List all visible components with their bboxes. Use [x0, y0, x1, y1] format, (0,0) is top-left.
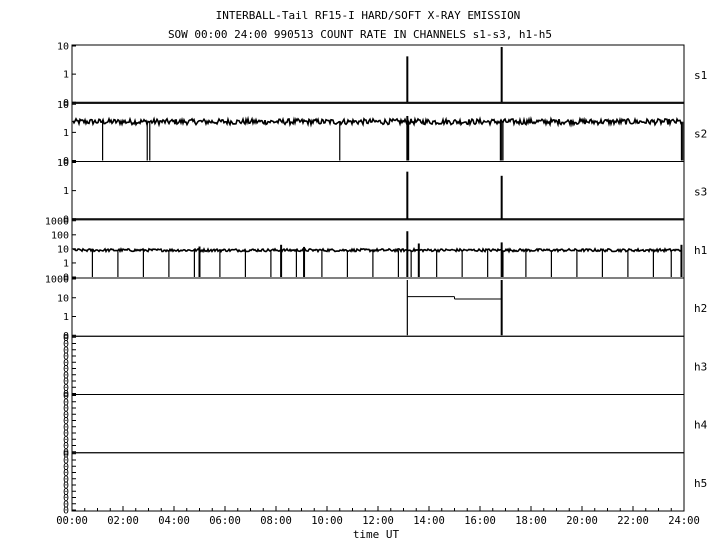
y-tick-label: 0 [63, 493, 69, 504]
x-axis-label: time UT [353, 528, 400, 541]
y-tick-label: 0 [63, 416, 69, 427]
y-tick-label: 0 [63, 98, 69, 109]
panel-h2: 0 1 10 1000 h2 [45, 275, 707, 342]
panels-group: 0 1 10 s1 0 1 10 s2 0 1 10 s3 0 1 10 100 1000 h1 0 1 10 1000 h… [45, 42, 708, 517]
y-tick-label: 10 [57, 158, 69, 169]
y-tick-label: 1 [63, 186, 69, 197]
panel-label: h4 [694, 419, 708, 432]
panel-label: h5 [694, 477, 707, 490]
x-axis: 00:00 02:00 04:00 06:00 08:00 10:00 12:00 14:00… [56, 506, 700, 527]
y-tick-label: 1000 [45, 216, 69, 227]
y-tick-label: 0 [63, 358, 69, 369]
panel-s1: 0 1 10 s1 [57, 42, 707, 109]
y-tick-label: 100 [51, 230, 69, 241]
y-tick-label: 0 [63, 435, 69, 446]
y-tick-label: 1 [63, 70, 69, 81]
y-tick-label: 10 [57, 100, 69, 111]
panel-label: s1 [694, 69, 707, 82]
panel-frame [71, 335, 685, 395]
y-tick-label: 0 [63, 370, 69, 381]
y-tick-label: 0 [63, 449, 69, 460]
chart-subtitle: SOW 00:00 24:00 990513 COUNT RATE IN CHA… [168, 28, 552, 41]
x-tick-label: 02:00 [107, 515, 139, 527]
panel-frame [71, 277, 685, 337]
y-tick-label: 0 [63, 339, 69, 350]
series-line [72, 247, 683, 254]
panel-h1: 0 1 10 100 1000 h1 [45, 216, 707, 283]
panel-label: h1 [694, 244, 707, 257]
y-tick-label: 0 [63, 456, 69, 467]
y-tick-label: 0 [63, 352, 69, 363]
y-tick-label: 0 [63, 389, 69, 400]
y-tick-label: 1 [63, 128, 69, 139]
x-tick-label: 20:00 [566, 515, 598, 527]
y-tick-label: 10 [57, 293, 69, 304]
x-tick-label: 16:00 [464, 515, 496, 527]
panel-label: h3 [694, 360, 707, 373]
panel-frame [71, 452, 685, 512]
y-tick-label: 0 [63, 214, 69, 225]
panel-label: h2 [694, 302, 707, 315]
panel-frame [71, 161, 685, 221]
panel-frame [71, 394, 685, 454]
y-tick-label: 0 [63, 333, 69, 344]
panel-s3: 0 1 10 s3 [57, 158, 707, 225]
x-tick-label: 00:00 [56, 515, 88, 527]
chart-title: INTERBALL-Tail RF15-I HARD/SOFT X-RAY EM… [216, 9, 521, 22]
y-tick-label: 0 [63, 397, 69, 408]
y-tick-label: 0 [63, 331, 69, 342]
y-tick-label: 0 [63, 377, 69, 388]
panel-frame [71, 219, 685, 279]
x-tick-label: 06:00 [209, 515, 241, 527]
y-tick-label: 0 [63, 474, 69, 485]
y-tick-label: 0 [63, 462, 69, 473]
panel-frame [71, 44, 685, 104]
panel-frame [71, 102, 685, 162]
x-tick-label: 22:00 [617, 515, 649, 527]
y-tick-label: 0 [63, 156, 69, 167]
x-tick-label: 08:00 [260, 515, 292, 527]
y-tick-label: 0 [63, 273, 69, 284]
x-tick-label: 24:00 [668, 515, 700, 527]
y-tick-label: 0 [63, 487, 69, 498]
x-tick-label: 04:00 [158, 515, 190, 527]
y-tick-label: 0 [63, 404, 69, 415]
panel-s2: 0 1 10 s2 [57, 100, 707, 167]
y-tick-label: 1000 [45, 275, 69, 286]
y-tick-label: 0 [63, 506, 69, 517]
y-tick-label: 0 [63, 383, 69, 394]
y-tick-label: 0 [63, 422, 69, 433]
series-line [72, 115, 683, 128]
y-tick-label: 0 [63, 447, 69, 458]
y-tick-label: 0 [63, 364, 69, 375]
y-tick-label: 0 [63, 499, 69, 510]
y-tick-label: 10 [57, 244, 69, 255]
x-tick-label: 14:00 [413, 515, 445, 527]
y-tick-label: 0 [63, 391, 69, 402]
y-tick-label: 0 [63, 345, 69, 356]
x-tick-label: 12:00 [362, 515, 394, 527]
x-tick-label: 10:00 [311, 515, 343, 527]
x-tick-label: 18:00 [515, 515, 547, 527]
y-tick-label: 0 [63, 429, 69, 440]
y-tick-label: 1 [63, 312, 69, 323]
y-tick-label: 0 [63, 481, 69, 492]
panel-label: s2 [694, 127, 707, 140]
y-tick-label: 0 [63, 441, 69, 452]
y-tick-label: 0 [63, 468, 69, 479]
y-tick-label: 1 [63, 258, 69, 269]
y-tick-label: 10 [57, 42, 69, 53]
y-tick-label: 0 [63, 410, 69, 421]
panel-label: s3 [694, 186, 707, 199]
